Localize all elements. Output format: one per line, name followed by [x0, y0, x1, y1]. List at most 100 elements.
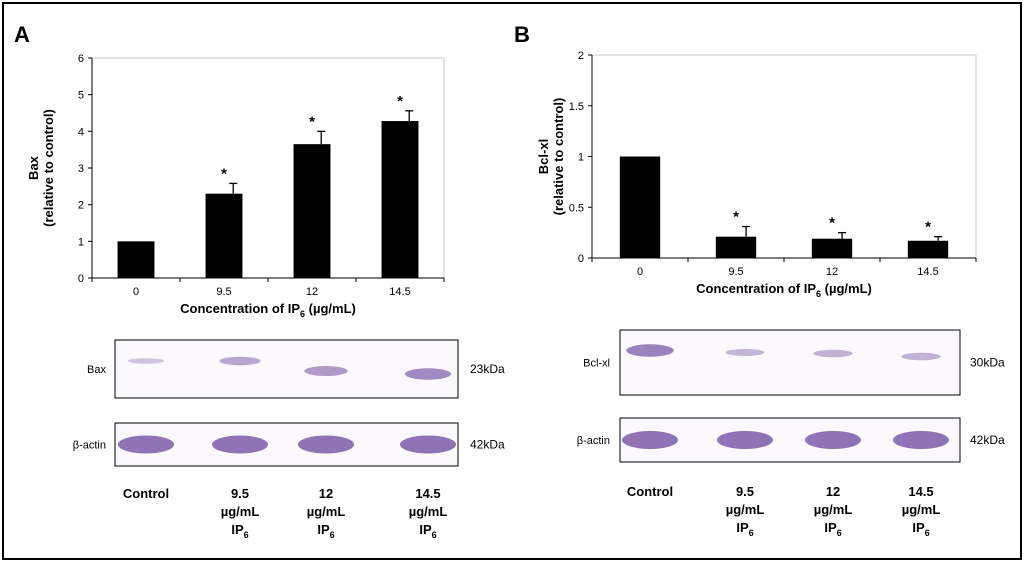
- lane-label-ip: IP: [231, 522, 244, 537]
- y-tick-label: 2: [78, 200, 84, 212]
- molecular-weight-label: 42kDa: [470, 438, 505, 452]
- blot-strip: [114, 339, 459, 399]
- y-tick-label: 2: [578, 50, 584, 62]
- lane-label-subscript: 6: [244, 530, 249, 540]
- lane-label-line1: 14.5: [415, 486, 440, 501]
- x-tick-label: 14.5: [917, 266, 938, 278]
- lane-label-ip: IP: [824, 520, 837, 535]
- lane-label-subscript: 6: [749, 528, 754, 538]
- molecular-weight-label: 42kDa: [970, 433, 1005, 447]
- y-tick-label: 4: [78, 126, 84, 138]
- y-tick-label: 1.5: [569, 101, 584, 113]
- significance-marker: *: [829, 215, 835, 232]
- bar: [205, 193, 243, 278]
- x-axis-title: Concentration of IP6 (µg/mL): [696, 281, 872, 299]
- blot-strip: [619, 329, 961, 396]
- panel-letter-a: A: [14, 22, 30, 47]
- protein-band: [813, 349, 853, 358]
- x-axis-title-subscript: 6: [816, 289, 821, 299]
- protein-band: [298, 435, 354, 454]
- protein-band: [212, 435, 268, 454]
- x-tick-label: 12: [826, 266, 838, 278]
- protein-band: [304, 366, 348, 376]
- panel-letter-b: B: [514, 22, 530, 47]
- lane-label-line2: µg/mL: [221, 504, 260, 519]
- lane-label-line1: 12: [319, 486, 333, 501]
- lane-label-line1: 12: [826, 484, 840, 499]
- protein-band: [717, 431, 773, 449]
- significance-marker: *: [733, 209, 739, 226]
- lane-label-line2: µg/mL: [902, 502, 941, 517]
- lane-label-line2: µg/mL: [409, 504, 448, 519]
- molecular-weight-label: 30kDa: [970, 356, 1005, 370]
- significance-marker: *: [925, 219, 931, 236]
- lane-label-line2: µg/mL: [814, 502, 853, 517]
- y-tick-label: 1: [78, 236, 84, 248]
- lane-label-line1: Control: [123, 486, 169, 501]
- lane-label-line3: IP6: [231, 522, 248, 540]
- x-axis-title: Concentration of IP6 (µg/mL): [180, 301, 356, 319]
- lane-label-line1: 14.5: [908, 484, 933, 499]
- y-tick-label: 0: [578, 253, 584, 265]
- blot-row-label: Bcl-xl: [583, 358, 610, 370]
- lane-label-line1: 9.5: [736, 484, 754, 499]
- y-axis-subtitle: (relative to control): [551, 98, 566, 216]
- lane-label-line3: IP6: [912, 520, 929, 538]
- y-tick-label: 6: [78, 53, 84, 65]
- x-axis-title-main: Concentration of IP: [180, 301, 300, 316]
- y-axis-title: Bax: [26, 155, 41, 180]
- lane-label-line2: µg/mL: [307, 504, 346, 519]
- blot-row-label: Bax: [87, 364, 106, 376]
- lane-label-ip: IP: [912, 520, 925, 535]
- molecular-weight-label: 23kDa: [470, 362, 505, 376]
- x-axis-title-subscript: 6: [300, 309, 305, 319]
- protein-band: [626, 344, 674, 357]
- significance-marker: *: [397, 93, 403, 110]
- lane-label-line3: IP6: [419, 522, 436, 540]
- protein-band: [127, 358, 165, 364]
- x-tick-label: 14.5: [389, 286, 410, 298]
- bar: [619, 156, 661, 258]
- lane-label-ip: IP: [419, 522, 432, 537]
- protein-band: [901, 352, 941, 361]
- x-tick-label: 9.5: [216, 286, 231, 298]
- y-tick-label: 3: [78, 163, 84, 175]
- significance-marker: *: [309, 113, 315, 130]
- y-axis-title: Bcl-xl: [536, 139, 551, 174]
- lane-label-subscript: 6: [330, 530, 335, 540]
- y-tick-label: 0: [78, 273, 84, 285]
- x-axis-title-unit: (µg/mL): [821, 281, 872, 296]
- protein-band: [622, 431, 678, 449]
- bar: [381, 121, 419, 278]
- lane-label-line3: IP6: [736, 520, 753, 538]
- protein-band: [893, 431, 949, 449]
- blot-b: Bcl-xl 30kDa β-actin 42kDa Control 9.5 µg/mL IP…: [577, 329, 1005, 538]
- x-tick-label: 9.5: [728, 266, 743, 278]
- x-tick-label: 0: [133, 286, 139, 298]
- lane-label-line2: µg/mL: [726, 502, 765, 517]
- bar: [907, 240, 949, 258]
- y-axis-subtitle: (relative to control): [41, 109, 56, 227]
- x-axis-title-unit: (µg/mL): [305, 301, 356, 316]
- lane-label-subscript: 6: [925, 528, 930, 538]
- significance-marker: *: [221, 165, 227, 182]
- protein-band: [400, 435, 456, 454]
- bar: [117, 241, 155, 278]
- protein-band: [219, 356, 261, 366]
- y-tick-label: 5: [78, 90, 84, 102]
- blot-row-label: β-actin: [73, 440, 106, 452]
- lane-label-line3: IP6: [824, 520, 841, 538]
- lane-label-line1: Control: [627, 484, 673, 499]
- lane-label-ip: IP: [736, 520, 749, 535]
- protein-band: [118, 435, 174, 454]
- x-tick-label: 0: [637, 266, 643, 278]
- y-tick-label: 0.5: [569, 202, 584, 214]
- blot-row-label: β-actin: [577, 435, 610, 447]
- lane-label-subscript: 6: [837, 528, 842, 538]
- protein-band: [805, 431, 861, 449]
- bar: [715, 236, 757, 258]
- lane-label-ip: IP: [317, 522, 330, 537]
